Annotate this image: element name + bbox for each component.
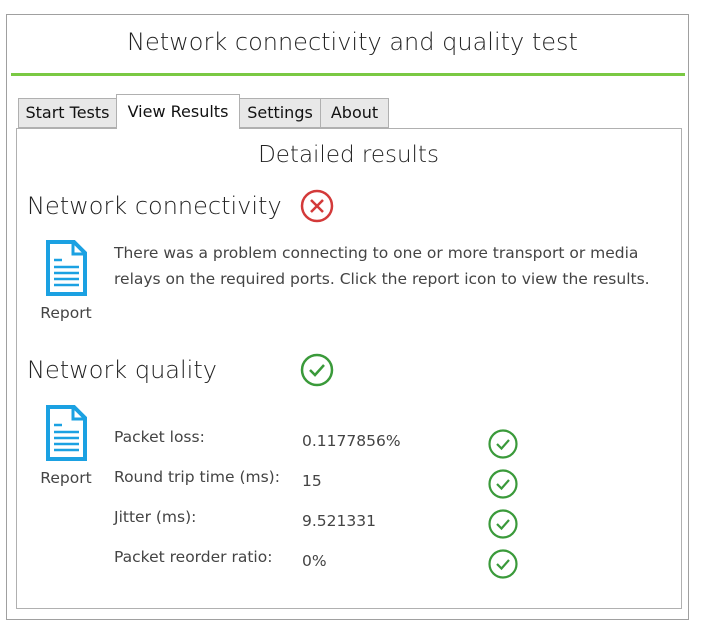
report-document-icon [46,405,87,461]
check-circle-icon [487,548,519,580]
tab-start-tests[interactable]: Start Tests [18,98,117,128]
results-panel [16,128,682,609]
connectivity-message: There was a problem connecting to one or… [114,244,650,288]
tab-about[interactable]: About [320,98,389,128]
connectivity-report-button[interactable]: Report [38,240,94,322]
tab-view-results[interactable]: View Results [116,94,240,129]
error-circle-x-icon [299,188,335,224]
report-label: Report [40,304,92,322]
app-window [6,14,689,620]
check-circle-icon [487,508,519,540]
title-divider [11,73,685,76]
metric-value: 15 [302,472,322,490]
report-label: Report [40,469,92,487]
check-circle-icon [487,468,519,500]
tab-settings[interactable]: Settings [239,98,321,128]
connectivity-title: Network connectivity [27,192,282,220]
report-document-icon [46,240,87,296]
metric-label: Jitter (ms): [114,508,197,526]
metric-label: Packet reorder ratio: [114,548,273,566]
metric-value: 0.1177856% [302,432,401,450]
check-circle-icon [487,428,519,460]
page-title: Detailed results [258,142,439,168]
metric-value: 9.521331 [302,512,376,530]
metric-value: 0% [302,552,327,570]
window-title: Network connectivity and quality test [127,28,578,56]
metric-label: Round trip time (ms): [114,468,280,486]
quality-title: Network quality [27,356,217,384]
quality-report-button[interactable]: Report [38,405,94,487]
metric-label: Packet loss: [114,428,205,446]
check-circle-icon [299,352,335,388]
